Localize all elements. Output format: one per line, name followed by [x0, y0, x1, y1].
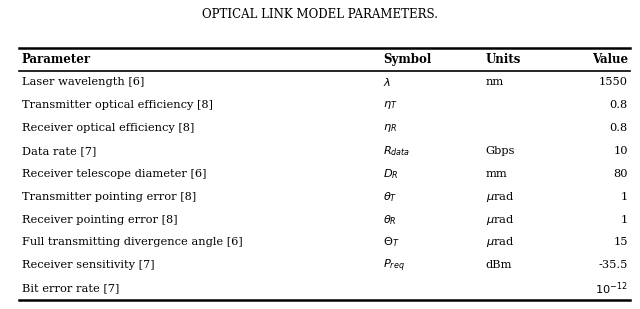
Text: $R_{data}$: $R_{data}$	[383, 144, 411, 158]
Text: -35.5: -35.5	[598, 260, 628, 270]
Text: Receiver optical efficiency [8]: Receiver optical efficiency [8]	[22, 123, 194, 133]
Text: $\lambda$: $\lambda$	[383, 76, 392, 88]
Text: Data rate [7]: Data rate [7]	[22, 146, 96, 156]
Text: Receiver telescope diameter [6]: Receiver telescope diameter [6]	[22, 169, 206, 179]
Text: Transmitter pointing error [8]: Transmitter pointing error [8]	[22, 192, 196, 202]
Text: $\mu$rad: $\mu$rad	[486, 190, 515, 204]
Text: 0.8: 0.8	[609, 100, 628, 110]
Text: Bit error rate [7]: Bit error rate [7]	[22, 283, 119, 293]
Text: $\theta_T$: $\theta_T$	[383, 190, 397, 204]
Text: $D_R$: $D_R$	[383, 167, 399, 181]
Text: mm: mm	[486, 169, 508, 179]
Text: 1: 1	[621, 192, 628, 202]
Text: Value: Value	[592, 53, 628, 66]
Text: dBm: dBm	[486, 260, 512, 270]
Text: Transmitter optical efficiency [8]: Transmitter optical efficiency [8]	[22, 100, 212, 110]
Text: 0.8: 0.8	[609, 123, 628, 133]
Text: $\Theta_T$: $\Theta_T$	[383, 235, 400, 249]
Text: 80: 80	[613, 169, 628, 179]
Text: $\theta_R$: $\theta_R$	[383, 213, 397, 226]
Text: $\eta_T$: $\eta_T$	[383, 99, 398, 111]
Text: 1550: 1550	[599, 77, 628, 87]
Text: nm: nm	[486, 77, 504, 87]
Text: $\mu$rad: $\mu$rad	[486, 213, 515, 226]
Text: Receiver pointing error [8]: Receiver pointing error [8]	[22, 215, 177, 225]
Text: OPTICAL LINK MODEL PARAMETERS.: OPTICAL LINK MODEL PARAMETERS.	[202, 8, 438, 21]
Text: 1: 1	[621, 215, 628, 225]
Text: Gbps: Gbps	[486, 146, 515, 156]
Text: $\mu$rad: $\mu$rad	[486, 235, 515, 249]
Text: Laser wavelength [6]: Laser wavelength [6]	[22, 77, 144, 87]
Text: Units: Units	[486, 53, 521, 66]
Text: 10: 10	[613, 146, 628, 156]
Text: Receiver sensitivity [7]: Receiver sensitivity [7]	[22, 260, 154, 270]
Text: Symbol: Symbol	[383, 53, 431, 66]
Text: $10^{-12}$: $10^{-12}$	[595, 280, 628, 297]
Text: 15: 15	[613, 238, 628, 248]
Text: $P_{req}$: $P_{req}$	[383, 257, 405, 273]
Text: Parameter: Parameter	[22, 53, 91, 66]
Text: Full transmitting divergence angle [6]: Full transmitting divergence angle [6]	[22, 238, 243, 248]
Text: $\eta_R$: $\eta_R$	[383, 122, 397, 134]
